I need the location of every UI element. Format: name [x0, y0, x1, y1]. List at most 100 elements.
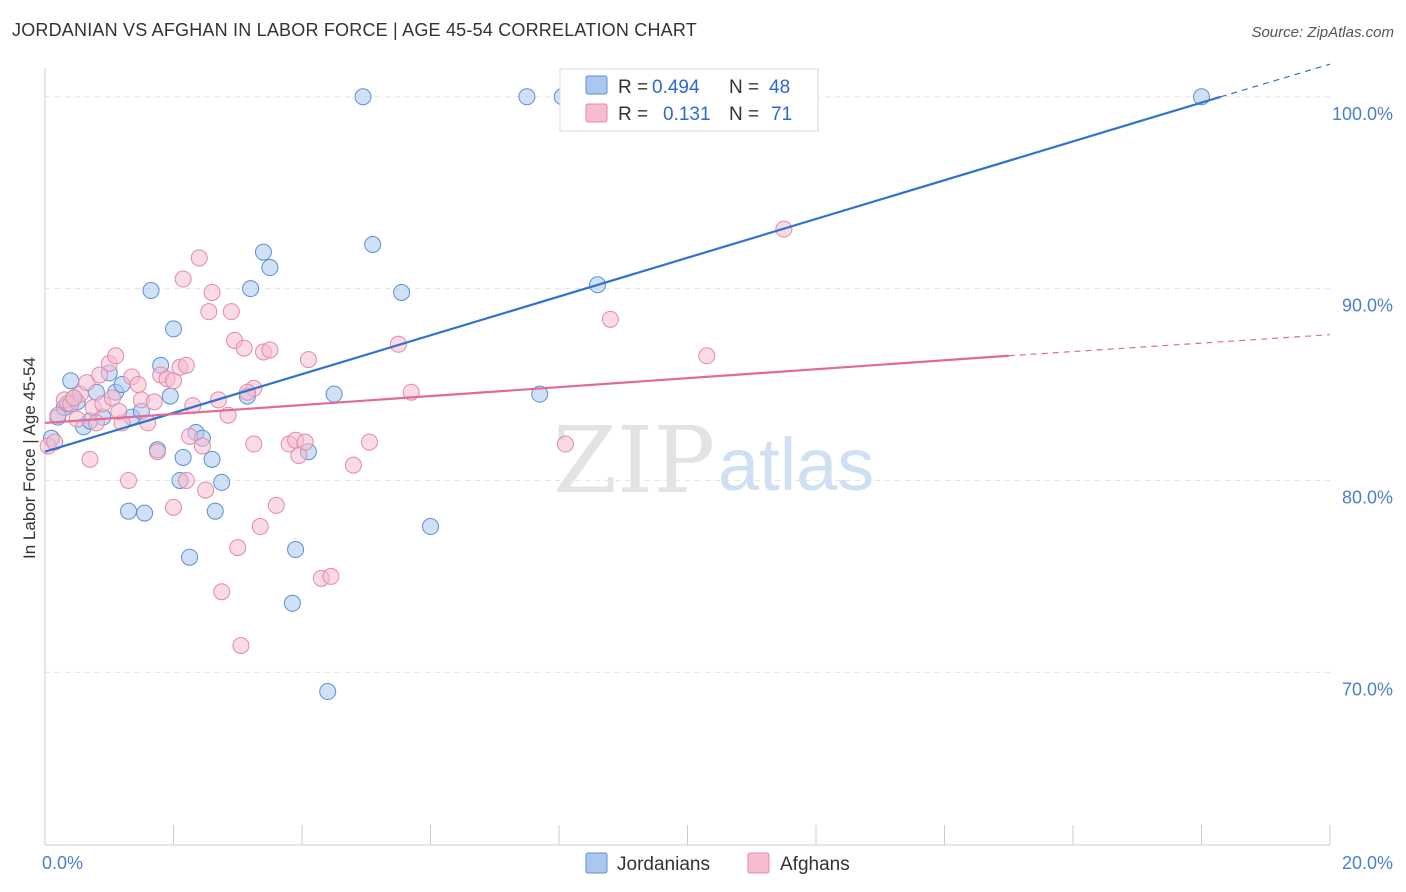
jordanians-point-18: [142, 282, 160, 300]
afghans-n-label: N =: [729, 104, 759, 125]
afghans-point-18: [129, 376, 147, 394]
jordanians-point-42: [422, 518, 439, 536]
jordanians-point-4: [62, 372, 80, 390]
afghans-trend-extension: [1008, 334, 1331, 357]
x-tick-labels: 0.0% 20.0%: [42, 853, 1393, 873]
jordanians-r-label: R =: [618, 77, 648, 98]
jordanians-point-16: [120, 502, 138, 520]
jordanians-point-22: [165, 320, 182, 338]
x-tick-label-1: 20.0%: [1342, 853, 1393, 873]
afghans-point-5: [68, 410, 86, 428]
jordanians-point-34: [261, 259, 279, 277]
y-axis-label: In Labor Force | Age 45-54: [20, 357, 39, 559]
legend-afghans-swatch: [747, 852, 770, 874]
stats-legend: R = 0.494 N = 48 R = 0.131 N = 71: [559, 68, 819, 132]
afghans-point-69: [296, 433, 314, 451]
afghans-point-44: [235, 339, 253, 357]
afghans-point-35: [200, 303, 218, 321]
jordanians-r-value: 0.494: [652, 77, 700, 98]
bottom-legend: Jordanians Afghans: [585, 852, 850, 875]
watermark-atlas: atlas: [718, 423, 874, 506]
jordanians-point-41: [393, 283, 411, 301]
jordanians-point-24: [174, 448, 192, 466]
afghans-point-62: [698, 347, 716, 365]
afghans-point-43: [232, 636, 250, 654]
jordanians-n-label: N =: [729, 77, 759, 98]
afghans-point-36: [203, 283, 221, 301]
afghans-point-46: [251, 518, 269, 536]
afghans-point-10: [87, 414, 105, 432]
gridlines: [45, 96, 1335, 673]
afghans-point-65: [65, 389, 83, 407]
afghans-point-16: [120, 471, 138, 489]
afghans-point-1: [46, 433, 64, 451]
afghans-point-42: [229, 539, 247, 557]
afghans-point-40: [222, 303, 240, 321]
jordanians-point-32: [242, 280, 260, 298]
chart-title: JORDANIAN VS AFGHAN IN LABOR FORCE | AGE…: [12, 20, 697, 40]
jordanians-point-33: [254, 243, 272, 261]
trend-lines: [44, 63, 1331, 453]
afghans-point-61: [601, 310, 619, 328]
afghans-point-7: [78, 374, 96, 392]
afghans-point-60: [556, 435, 574, 453]
legend-afghans-label: Afghans: [780, 854, 850, 875]
afghans-point-38: [213, 583, 231, 601]
afghans-point-57: [360, 433, 378, 451]
afghans-point-28: [174, 270, 192, 288]
legend-jordanians-label: Jordanians: [617, 854, 710, 875]
jordanians-point-35: [283, 594, 301, 612]
y-tick-labels: 100.0% 90.0% 80.0% 70.0%: [1332, 104, 1393, 700]
afghans-n-value: 71: [771, 104, 792, 125]
afghans-point-32: [190, 249, 208, 267]
afghans-point-30: [181, 427, 199, 445]
jordanians-point-48: [319, 683, 337, 701]
jordanians-point-28: [203, 450, 221, 468]
y-tick-label-3: 70.0%: [1342, 679, 1393, 699]
afghans-point-34: [197, 481, 215, 499]
afghans-point-29: [177, 471, 195, 489]
source-label: Source: ZipAtlas.com: [1251, 24, 1394, 41]
jordanians-point-17: [136, 504, 154, 522]
y-tick-label-0: 100.0%: [1332, 104, 1393, 124]
afghans-trend-line: [44, 354, 1009, 425]
afghans-point-56: [344, 456, 362, 474]
y-tick-label-1: 90.0%: [1342, 296, 1393, 316]
afghans-point-21: [145, 393, 163, 411]
jordanians-point-44: [531, 385, 549, 403]
jordanians-point-21: [161, 387, 179, 405]
afghans-point-66: [177, 356, 195, 374]
y-tick-label-2: 80.0%: [1342, 487, 1393, 507]
afghans-point-48: [261, 341, 279, 359]
afghans-point-14: [107, 347, 125, 365]
data-points: [39, 88, 1210, 701]
afghans-point-53: [299, 351, 317, 369]
afghans-point-33: [193, 437, 211, 455]
jordanians-point-25: [181, 548, 199, 566]
jordanians-trend-extension: [1220, 63, 1331, 98]
jordanians-point-36: [287, 541, 305, 559]
watermark: ZIP atlas: [553, 407, 874, 514]
afghans-point-8: [81, 450, 99, 468]
jordanians-point-43: [518, 88, 536, 106]
legend-jordanians-swatch: [585, 852, 608, 874]
watermark-zip: ZIP: [553, 407, 715, 514]
jordanians-swatch: [585, 75, 608, 95]
afghans-point-68: [245, 435, 263, 453]
afghans-point-22: [148, 443, 166, 461]
afghans-point-70: [91, 366, 109, 384]
afghans-r-value: 0.131: [663, 104, 711, 125]
jordanians-n-value: 48: [769, 77, 790, 98]
jordanians-point-38: [325, 385, 343, 403]
x-tick-label-0: 0.0%: [42, 853, 83, 873]
jordanians-point-40: [364, 236, 382, 254]
afghans-point-49: [267, 496, 285, 514]
axes: [44, 68, 1331, 846]
jordanians-point-39: [354, 88, 372, 106]
afghans-point-55: [322, 567, 340, 585]
afghans-point-2: [49, 406, 67, 424]
afghans-point-64: [110, 402, 128, 420]
afghans-r-label: R =: [618, 104, 648, 125]
jordanians-point-29: [206, 502, 224, 520]
